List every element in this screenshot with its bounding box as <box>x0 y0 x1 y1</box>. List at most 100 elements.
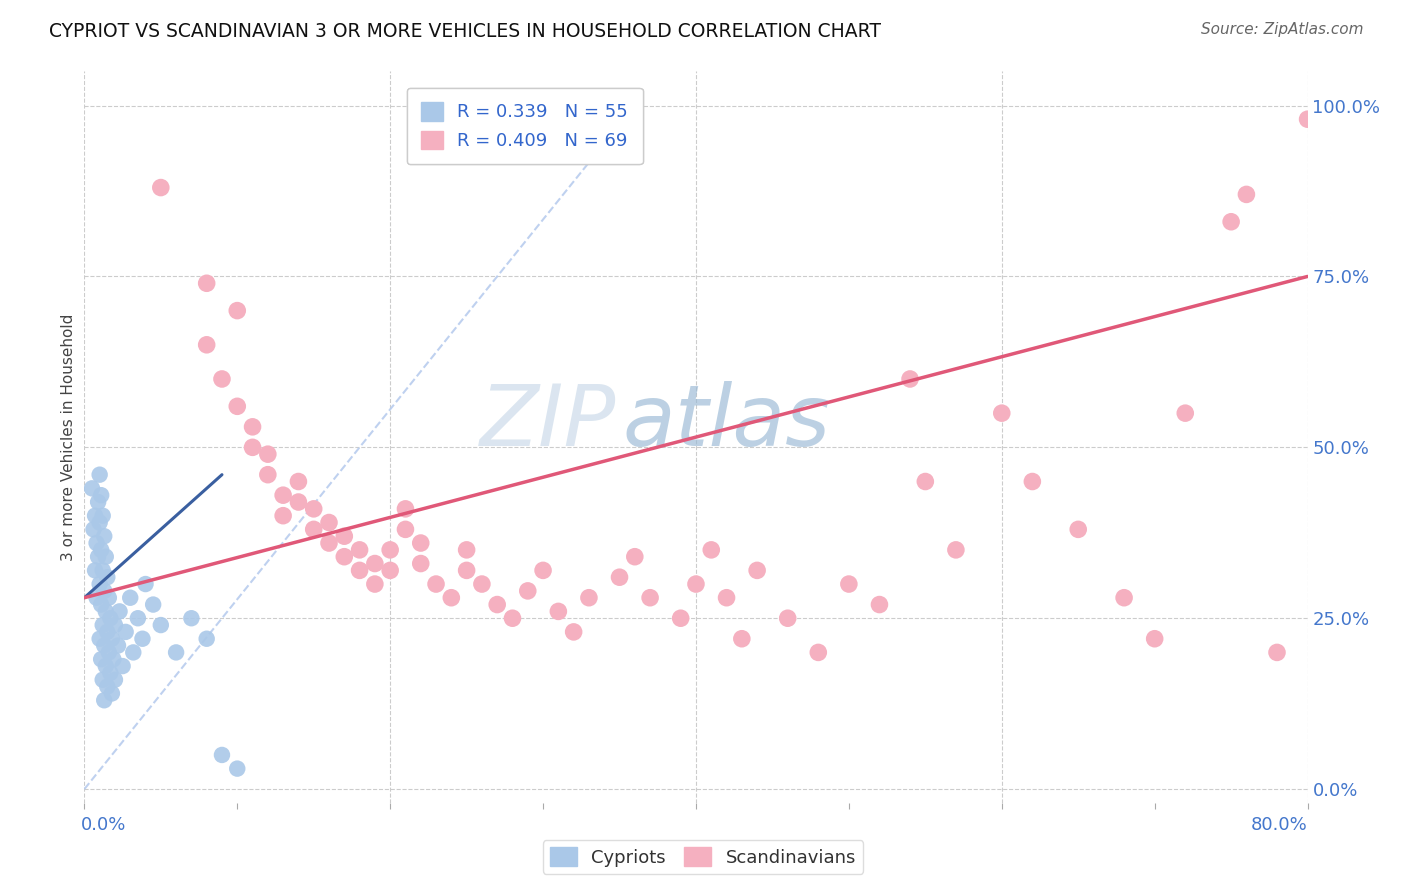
Point <box>638 591 661 605</box>
Point <box>86 536 108 550</box>
Point <box>807 645 830 659</box>
Point <box>108 604 131 618</box>
Point <box>211 747 233 762</box>
Point <box>731 632 754 646</box>
Point <box>84 508 107 523</box>
Point <box>333 529 356 543</box>
Text: ZIP: ZIP <box>481 381 616 464</box>
Point <box>471 577 494 591</box>
Point <box>149 618 172 632</box>
Point <box>287 475 309 489</box>
Point <box>94 604 117 618</box>
Point <box>409 557 432 571</box>
Point <box>94 549 117 564</box>
Point <box>1143 632 1166 646</box>
Point <box>93 583 115 598</box>
Point <box>114 624 136 639</box>
Text: CYPRIOT VS SCANDINAVIAN 3 OR MORE VEHICLES IN HOUSEHOLD CORRELATION CHART: CYPRIOT VS SCANDINAVIAN 3 OR MORE VEHICL… <box>49 22 882 41</box>
Point <box>349 563 371 577</box>
Point <box>531 563 554 577</box>
Point <box>302 522 325 536</box>
Point <box>516 583 538 598</box>
Point <box>96 624 118 639</box>
Point <box>91 563 114 577</box>
Legend: Cypriots, Scandinavians: Cypriots, Scandinavians <box>543 840 863 874</box>
Point <box>90 488 112 502</box>
Point <box>89 467 111 482</box>
Point <box>1114 591 1136 605</box>
Point <box>83 522 105 536</box>
Point <box>838 577 860 591</box>
Point <box>456 563 478 577</box>
Point <box>226 303 249 318</box>
Point <box>364 577 387 591</box>
Point <box>456 542 478 557</box>
Point <box>93 529 115 543</box>
Point <box>624 549 647 564</box>
Point <box>669 611 692 625</box>
Point <box>945 542 967 557</box>
Point <box>96 680 118 694</box>
Point <box>1067 522 1090 536</box>
Text: atlas: atlas <box>623 381 831 464</box>
Point <box>89 632 111 646</box>
Point <box>93 693 115 707</box>
Point <box>1174 406 1197 420</box>
Point <box>142 598 165 612</box>
Point <box>104 618 127 632</box>
Point <box>776 611 799 625</box>
Point <box>578 591 600 605</box>
Point <box>91 618 114 632</box>
Point <box>89 516 111 530</box>
Point <box>1296 112 1319 127</box>
Point <box>101 686 124 700</box>
Point <box>84 563 107 577</box>
Y-axis label: 3 or more Vehicles in Household: 3 or more Vehicles in Household <box>60 313 76 561</box>
Point <box>195 277 218 291</box>
Point <box>195 632 218 646</box>
Point <box>149 180 172 194</box>
Point <box>122 645 145 659</box>
Point <box>87 495 110 509</box>
Point <box>380 563 402 577</box>
Point <box>91 673 114 687</box>
Point <box>180 611 202 625</box>
Point <box>1265 645 1288 659</box>
Point <box>700 542 723 557</box>
Point <box>226 400 249 414</box>
Point <box>90 652 112 666</box>
Point <box>80 481 103 495</box>
Point <box>1236 187 1258 202</box>
Point <box>98 665 121 680</box>
Point <box>1021 475 1043 489</box>
Point <box>211 372 233 386</box>
Point <box>991 406 1014 420</box>
Point <box>271 508 294 523</box>
Point <box>364 557 387 571</box>
Point <box>94 659 117 673</box>
Point <box>547 604 569 618</box>
Point <box>502 611 524 625</box>
Point <box>440 591 463 605</box>
Point <box>486 598 509 612</box>
Point <box>1220 215 1243 229</box>
Point <box>101 632 124 646</box>
Point <box>242 420 264 434</box>
Point <box>89 577 111 591</box>
Point <box>104 673 127 687</box>
Point <box>257 447 280 461</box>
Point <box>747 563 769 577</box>
Point <box>562 624 585 639</box>
Point <box>609 570 631 584</box>
Point <box>349 542 371 557</box>
Point <box>91 508 114 523</box>
Point <box>394 501 416 516</box>
Point <box>195 338 218 352</box>
Point <box>716 591 738 605</box>
Text: Source: ZipAtlas.com: Source: ZipAtlas.com <box>1201 22 1364 37</box>
Point <box>86 591 108 605</box>
Point <box>242 440 264 454</box>
Point <box>97 591 120 605</box>
Point <box>96 570 118 584</box>
Point <box>914 475 936 489</box>
